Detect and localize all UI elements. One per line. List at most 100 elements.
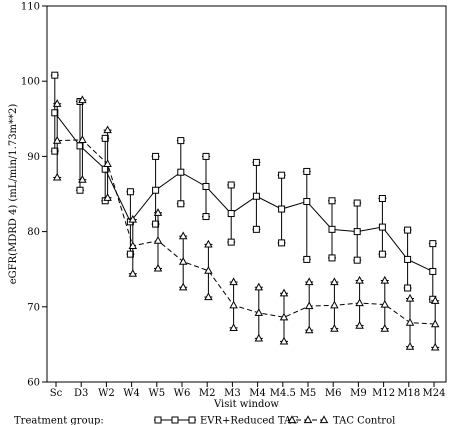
ci-marker-upper — [328, 197, 336, 205]
ci-marker-upper — [380, 275, 390, 284]
ci-marker-upper — [330, 277, 339, 286]
legend-marker-evr-reduced-tac — [171, 416, 179, 424]
ci-marker-lower — [303, 255, 311, 263]
ci-marker-upper — [152, 152, 160, 160]
data-point — [279, 312, 289, 321]
legend-marker-evr-reduced-tac — [188, 416, 196, 424]
ci-marker-upper — [378, 195, 386, 203]
series-line — [54, 112, 434, 272]
data-point — [254, 308, 264, 316]
ci-marker-lower — [177, 200, 185, 208]
data-point — [378, 223, 386, 231]
data-point — [103, 159, 112, 168]
x-tick-label: W4 — [123, 388, 140, 399]
legend-marker-tac-control — [319, 415, 329, 424]
data-point — [330, 300, 339, 309]
ci-marker-upper — [177, 137, 185, 145]
ci-marker-lower — [252, 225, 260, 233]
x-tick-label: M24 — [423, 388, 446, 399]
y-axis-title: eGFR(MDRD 4) (mL/min/1.73m**2) — [8, 104, 19, 285]
y-tick-label: 90 — [27, 152, 40, 163]
ci-marker-upper — [202, 152, 210, 160]
data-point — [202, 182, 210, 190]
data-point — [303, 198, 311, 206]
ci-marker-upper — [353, 199, 361, 207]
ci-marker-upper — [51, 71, 59, 79]
ci-marker-lower — [204, 292, 213, 301]
data-point — [429, 267, 437, 275]
ci-marker-lower — [330, 323, 339, 332]
data-point — [229, 300, 238, 309]
y-tick-label: 80 — [27, 227, 40, 238]
series-tac-control — [52, 95, 440, 351]
ci-marker-lower — [103, 193, 112, 201]
data-point — [355, 298, 364, 307]
ci-marker-lower — [76, 186, 84, 194]
ci-marker-lower — [404, 284, 412, 292]
data-point — [430, 319, 440, 328]
data-point — [278, 205, 286, 213]
x-tick-label: M4.5 — [270, 388, 296, 399]
series-line — [57, 139, 436, 325]
ci-marker-lower — [278, 239, 286, 247]
legend-label-tac-control: TAC Control — [333, 416, 395, 425]
data-point — [353, 228, 361, 236]
ci-marker-lower — [128, 269, 138, 277]
ci-marker-upper — [126, 188, 134, 196]
ci-marker-upper — [128, 214, 138, 223]
ci-marker-upper — [153, 208, 163, 216]
data-point — [328, 225, 336, 233]
ci-marker-upper — [430, 296, 440, 304]
x-tick-label: W6 — [174, 388, 191, 399]
x-tick-label: M18 — [397, 388, 420, 399]
y-tick-label: 100 — [21, 77, 40, 88]
data-point — [304, 301, 314, 310]
ci-marker-lower — [304, 325, 314, 334]
ci-marker-lower — [328, 254, 336, 262]
ci-marker-upper — [103, 125, 112, 134]
ci-marker-lower — [202, 213, 210, 221]
ci-marker-upper — [429, 240, 437, 248]
x-tick-label: M5 — [300, 388, 317, 399]
x-tick-label: W2 — [98, 388, 115, 399]
data-point — [78, 135, 87, 143]
data-point — [128, 241, 138, 249]
ci-marker-lower — [430, 342, 440, 351]
ci-marker-lower — [355, 320, 364, 329]
x-tick-label: M4 — [249, 388, 266, 399]
ci-marker-lower — [378, 250, 386, 258]
ci-marker-upper — [254, 282, 264, 291]
x-axis-title: Visit window — [213, 399, 279, 410]
series-evr-reduced-tac — [50, 71, 437, 303]
ci-marker-lower — [51, 147, 59, 155]
legend-marker-tac-control — [303, 415, 313, 424]
data-point — [153, 235, 163, 244]
y-tick-label: 70 — [27, 302, 40, 313]
ci-marker-upper — [78, 95, 87, 104]
ci-marker-upper — [404, 226, 412, 234]
data-point — [227, 210, 235, 218]
x-tick-label: Sc — [50, 388, 63, 399]
ci-marker-upper — [252, 158, 260, 166]
ci-marker-lower — [227, 238, 235, 246]
legend-label-evr-reduced-tac: EVR+Reduced TAC — [200, 416, 299, 425]
ci-marker-lower — [405, 342, 415, 350]
ci-marker-lower — [152, 220, 160, 228]
ci-marker-lower — [353, 256, 361, 264]
ci-marker-lower — [78, 175, 87, 183]
ci-marker-lower — [153, 263, 163, 272]
ci-marker-upper — [278, 171, 286, 179]
x-tick-label: M12 — [372, 388, 395, 399]
ci-marker-upper — [405, 293, 415, 302]
data-point — [404, 255, 412, 263]
data-point — [152, 186, 160, 194]
data-point — [52, 135, 62, 144]
ci-marker-upper — [229, 277, 238, 286]
ci-marker-lower — [126, 250, 134, 258]
data-point — [177, 168, 185, 176]
x-tick-label: D3 — [74, 388, 88, 399]
ci-marker-lower — [178, 282, 188, 291]
data-point — [405, 317, 415, 326]
x-tick-label: M6 — [325, 388, 342, 399]
